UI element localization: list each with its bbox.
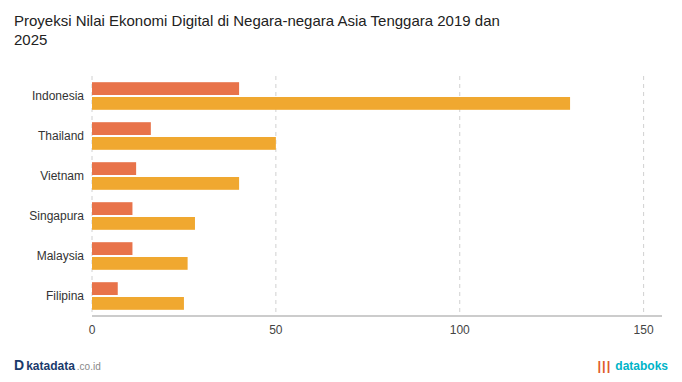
grid-line [459, 76, 460, 316]
category-label: Singapura [29, 209, 84, 223]
category-label: Indonesia [32, 89, 84, 103]
grid-line [92, 76, 93, 316]
bar [92, 217, 195, 230]
annotation: D [14, 357, 24, 373]
annotation: | [602, 358, 606, 373]
annotation: databoks [615, 359, 668, 373]
bar [92, 122, 151, 135]
bar [92, 162, 136, 175]
bar [92, 97, 570, 110]
bar [92, 177, 239, 190]
bar [92, 202, 132, 215]
bar [92, 282, 118, 295]
tick-label: 100 [450, 323, 470, 337]
footer-left: Dkatadata.co.id [14, 357, 101, 373]
category-label: Filipina [46, 289, 84, 303]
annotation: | [607, 358, 611, 373]
bar [92, 297, 184, 310]
annotation: katadata [26, 359, 75, 373]
x-axis-line [92, 316, 662, 317]
tick-label: 0 [89, 323, 96, 337]
bars [92, 82, 570, 310]
tick-label: 150 [634, 323, 654, 337]
grid-line [275, 76, 276, 316]
annotation: | [597, 358, 601, 373]
category-label: Vietnam [40, 169, 84, 183]
footer-right: |||databoks [597, 358, 668, 373]
background [0, 0, 682, 382]
annotation: .co.id [77, 361, 101, 372]
title: Proyeksi Nilai Ekonomi Digital di Negara… [14, 12, 500, 48]
bar [92, 242, 132, 255]
bar [92, 257, 188, 270]
category-label: Thailand [38, 129, 84, 143]
tick-label: 50 [269, 323, 283, 337]
grid-line [643, 76, 644, 316]
category-label: Malaysia [37, 249, 85, 263]
chart: Proyeksi Nilai Ekonomi Digital di Negara… [0, 0, 682, 382]
bar [92, 137, 276, 150]
bar [92, 82, 239, 95]
grid [92, 76, 644, 316]
